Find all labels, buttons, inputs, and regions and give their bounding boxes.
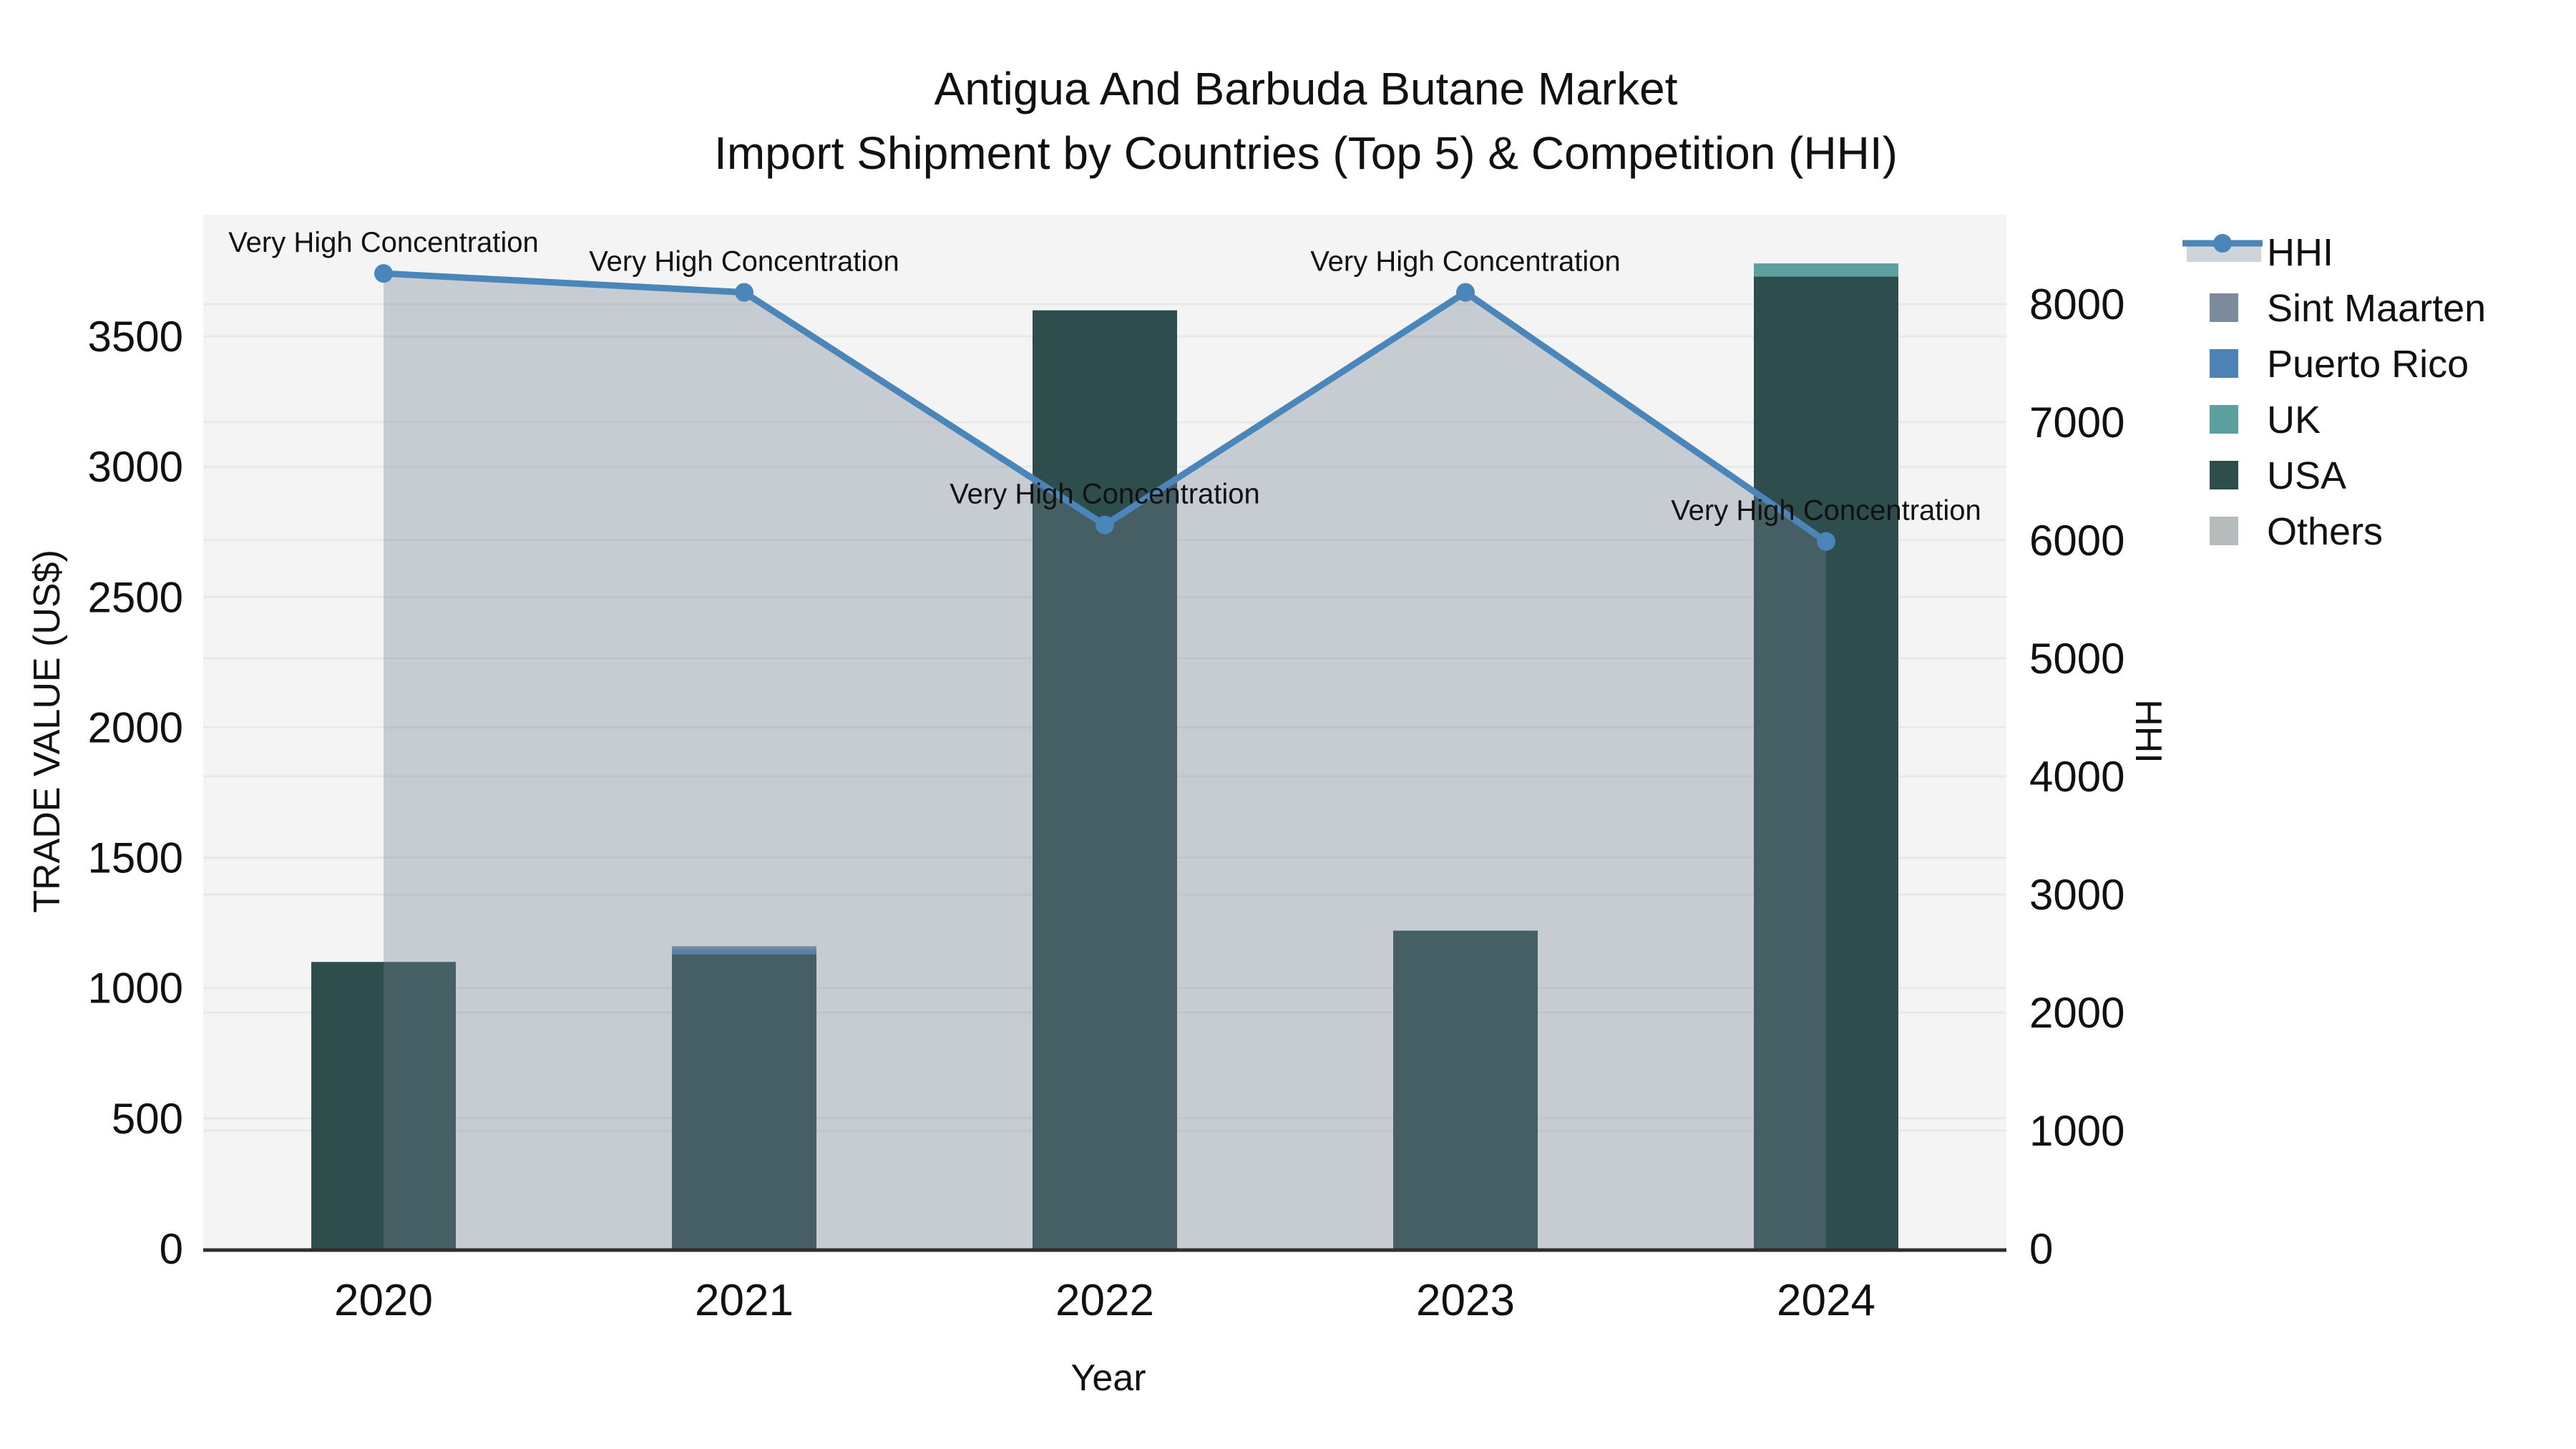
legend-swatch-hhi-marker — [2213, 234, 2232, 253]
bar-segment-uk-2024 — [1754, 263, 1898, 277]
legend-swatch-usa — [2210, 461, 2238, 489]
y-right-tick-label: 5000 — [2029, 635, 2124, 683]
y-left-tick-label: 500 — [112, 1095, 183, 1143]
legend-label-hhi: HHI — [2267, 231, 2333, 274]
legend-label-others: Others — [2267, 510, 2383, 553]
y-left-tick-label: 1000 — [88, 965, 183, 1013]
y-right-tick-label: 6000 — [2029, 517, 2124, 565]
hhi-point-2023 — [1456, 283, 1475, 302]
y-axis-label-right: HHI — [2127, 699, 2169, 763]
bar-segment-usa-2023 — [1393, 930, 1538, 1249]
y-right-tick-label: 3000 — [2029, 871, 2124, 919]
bar-segment-puerto-rico-2021 — [672, 949, 816, 955]
legend-swatch-others — [2210, 517, 2238, 545]
y-left-tick-label: 2000 — [88, 703, 183, 751]
y-axis-label-left: TRADE VALUE (US$) — [26, 550, 68, 913]
legend-label-puerto-rico: Puerto Rico — [2267, 343, 2469, 386]
y-left-tick-label: 3500 — [88, 313, 183, 361]
y-right-tick-label: 0 — [2029, 1225, 2053, 1273]
x-axis-label: Year — [1070, 1357, 1146, 1399]
chart-title: Antigua And Barbuda Butane Market — [934, 63, 1678, 114]
hhi-annotation-2020: Very High Concentration — [228, 227, 539, 258]
bar-segment-usa-2024 — [1754, 276, 1898, 1249]
legend-swatch-uk — [2210, 405, 2238, 434]
chart-subtitle: Import Shipment by Countries (Top 5) & C… — [714, 127, 1898, 179]
legend-swatch-puerto-rico — [2210, 349, 2238, 378]
y-right-tick-label: 7000 — [2029, 399, 2124, 447]
y-right-tick-label: 1000 — [2029, 1107, 2124, 1155]
hhi-point-2021 — [735, 283, 753, 302]
hhi-point-2020 — [374, 264, 393, 283]
y-left-tick-label: 2500 — [88, 573, 183, 621]
y-left-tick-label: 3000 — [88, 443, 183, 491]
legend-label-sint-maarten: Sint Maarten — [2267, 287, 2486, 330]
bar-segment-usa-2021 — [672, 954, 816, 1249]
y-left-tick-label: 1500 — [88, 834, 183, 882]
hhi-area — [384, 273, 1826, 1249]
legend-swatch-sint-maarten — [2210, 293, 2238, 322]
y-right-tick-label: 8000 — [2029, 280, 2124, 328]
legend-label-uk: UK — [2267, 399, 2321, 441]
hhi-point-2022 — [1096, 515, 1114, 535]
y-right-tick-label: 2000 — [2029, 989, 2124, 1037]
x-tick-label: 2024 — [1777, 1276, 1875, 1325]
bar-segment-sint-maarten-2021 — [672, 946, 816, 950]
bar-segment-usa-2022 — [1033, 310, 1177, 1249]
hhi-annotation-2021: Very High Concentration — [589, 246, 899, 278]
legend-label-usa: USA — [2267, 454, 2346, 497]
y-left-tick-label: 0 — [160, 1225, 183, 1273]
hhi-annotation-2022: Very High Concentration — [950, 479, 1260, 510]
hhi-annotation-2023: Very High Concentration — [1310, 246, 1621, 278]
bar-segment-usa-2020 — [311, 962, 456, 1249]
y-right-tick-label: 4000 — [2029, 753, 2124, 801]
x-tick-label: 2021 — [695, 1276, 794, 1325]
hhi-point-2024 — [1817, 532, 1835, 551]
hhi-annotation-2024: Very High Concentration — [1671, 495, 1981, 527]
x-tick-label: 2023 — [1416, 1276, 1515, 1325]
x-tick-label: 2020 — [334, 1276, 433, 1325]
x-tick-label: 2022 — [1055, 1276, 1154, 1325]
